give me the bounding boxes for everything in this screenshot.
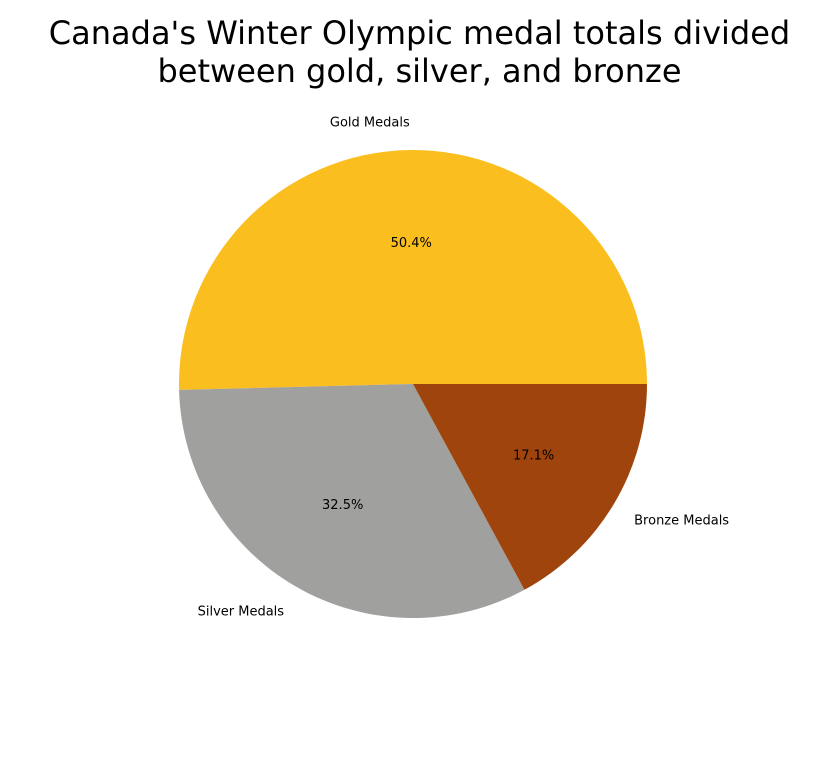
- pct-label-gold-medals: 50.4%: [391, 236, 432, 251]
- pie-slices: [179, 150, 647, 618]
- slice-label-bronze-medals: Bronze Medals: [634, 514, 729, 529]
- pie-labels: Gold Medals 50.4% Silver Medals 32.5% Bronze…: [198, 116, 730, 620]
- pie-slice-gold-medals: [179, 150, 647, 390]
- pie-slice-bronze-medals: [413, 384, 647, 590]
- pie-slice-silver-medals: [179, 384, 525, 618]
- chart-title-line-2: between gold, silver, and bronze: [157, 52, 682, 90]
- slice-label-gold-medals: Gold Medals: [330, 116, 410, 131]
- chart-title-line-1: Canada's Winter Olympic medal totals div…: [48, 14, 791, 52]
- slice-label-silver-medals: Silver Medals: [198, 605, 285, 620]
- chart-title: Canada's Winter Olympic medal totals div…: [0, 14, 839, 90]
- pct-label-silver-medals: 32.5%: [322, 498, 363, 513]
- pct-label-bronze-medals: 17.1%: [513, 448, 554, 463]
